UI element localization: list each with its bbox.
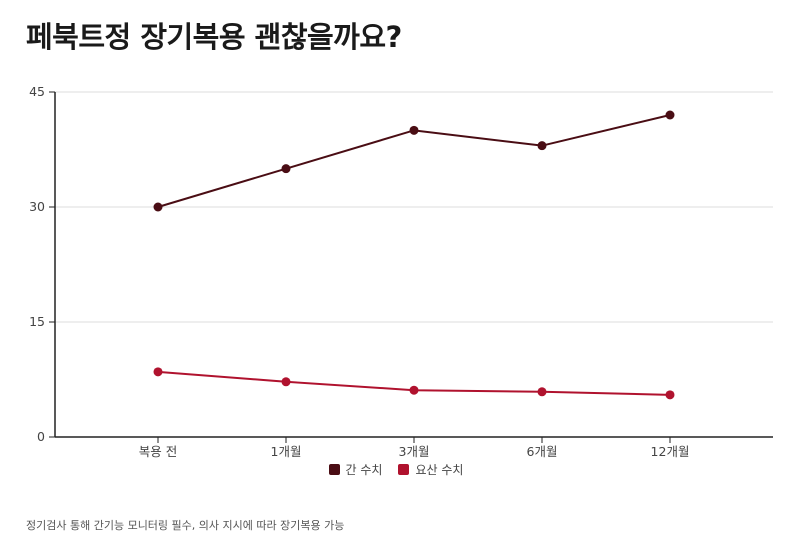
- x-axis-ticks: 복용 전 1개월 3개월 6개월 12개월: [139, 437, 690, 459]
- legend: 간 수치 요산 수치: [0, 461, 792, 478]
- legend-item-uric[interactable]: 요산 수치: [398, 461, 463, 478]
- data-point-0-0[interactable]: [153, 202, 163, 212]
- y-axis-ticks: 0 15 30 45: [29, 84, 55, 444]
- data-point-1-3[interactable]: [537, 387, 547, 397]
- data-point-1-1[interactable]: [281, 377, 291, 387]
- x-tick-label: 6개월: [527, 444, 558, 459]
- gridlines: [55, 91, 773, 323]
- data-point-1-0[interactable]: [153, 367, 163, 377]
- footnote: 정기검사 통해 간기능 모니터링 필수, 의사 지시에 따라 장기복용 가능: [26, 519, 345, 532]
- data-point-0-1[interactable]: [281, 164, 291, 174]
- data-point-0-3[interactable]: [537, 141, 547, 151]
- x-tick-label: 3개월: [399, 444, 430, 459]
- chart-title: 페북트정 장기복용 괜찮을까요?: [26, 20, 402, 54]
- y-tick-label: 0: [37, 429, 45, 444]
- x-tick-label: 1개월: [271, 444, 302, 459]
- legend-label-uric: 요산 수치: [415, 463, 464, 477]
- series-lines: [153, 110, 675, 400]
- legend-swatch-liver: [328, 464, 340, 475]
- y-tick-label: 15: [29, 314, 45, 329]
- data-point-1-4[interactable]: [665, 390, 675, 400]
- legend-swatch-uric: [398, 464, 410, 475]
- y-tick-label: 45: [29, 84, 45, 99]
- legend-label-liver: 간 수치: [345, 463, 383, 477]
- data-point-0-4[interactable]: [665, 110, 675, 120]
- x-tick-label: 복용 전: [139, 444, 177, 459]
- x-tick-label: 12개월: [651, 444, 690, 459]
- y-tick-label: 30: [29, 199, 45, 214]
- data-point-1-2[interactable]: [409, 385, 419, 395]
- data-point-0-2[interactable]: [409, 125, 419, 135]
- legend-item-liver[interactable]: 간 수치: [328, 461, 383, 478]
